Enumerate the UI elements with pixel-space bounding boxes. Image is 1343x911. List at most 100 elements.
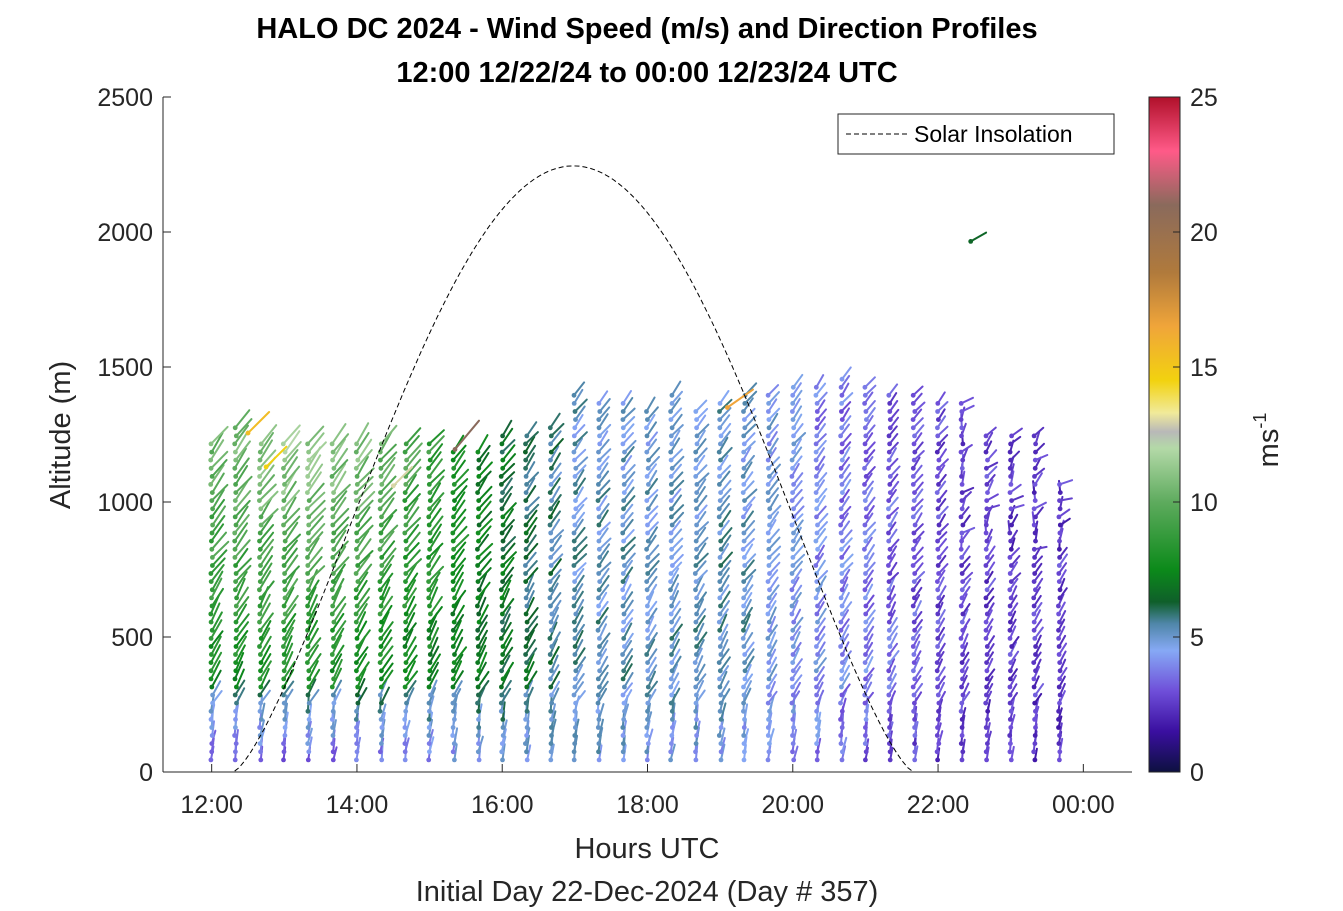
wind-vector: [645, 624, 657, 641]
wind-vector: [911, 450, 925, 463]
wind-vector: [1009, 495, 1024, 503]
wind-vector: [257, 593, 271, 617]
wind-vector: [451, 450, 466, 471]
wind-vector: [863, 641, 874, 657]
wind-vector: [814, 488, 828, 503]
wind-vector: [814, 625, 826, 641]
wind-vector: [377, 563, 392, 584]
wind-vector: [935, 626, 945, 641]
wind-vector: [959, 491, 972, 503]
wind-vector: [839, 712, 845, 730]
wind-vector: [232, 529, 248, 552]
wind-vector: [450, 660, 463, 682]
wind-vector: [766, 398, 778, 414]
wind-vector: [353, 432, 370, 455]
colorbar-ticks: 0 5 10 15 20 25: [1173, 84, 1218, 787]
wind-vector: [209, 523, 225, 544]
wind-vector: [862, 480, 874, 495]
wind-vector: [524, 652, 535, 674]
wind-vector: [596, 718, 604, 738]
wind-vector: [765, 478, 779, 495]
wind-vector: [450, 508, 467, 528]
wind-vector: [329, 423, 347, 447]
wind-vector: [864, 505, 875, 520]
wind-vector: [694, 510, 707, 528]
wind-vector: [451, 499, 466, 520]
wind-vector: [232, 679, 246, 698]
x-tick-label: 18:00: [616, 791, 679, 819]
wind-vector: [668, 567, 680, 584]
wind-vector: [257, 660, 272, 682]
wind-vector: [766, 431, 778, 447]
wind-vector: [596, 406, 611, 422]
wind-vector: [379, 554, 395, 576]
wind-vector: [789, 488, 803, 503]
wind-vector: [668, 471, 684, 487]
wind-vector: [379, 497, 395, 520]
wind-vector: [644, 421, 657, 439]
wind-vector: [765, 569, 779, 584]
wind-vector: [765, 600, 777, 617]
wind-vector: [597, 543, 611, 560]
wind-vector: [330, 524, 349, 544]
wind-vector: [767, 680, 776, 698]
wind-vector: [500, 661, 514, 682]
wind-vector: [402, 517, 422, 536]
wind-vector: [813, 463, 825, 479]
wind-vector: [306, 523, 326, 544]
wind-vector: [355, 438, 373, 463]
wind-vector: [644, 638, 656, 657]
wind-vector: [983, 431, 994, 447]
wind-vector: [1007, 683, 1018, 698]
wind-vector: [765, 384, 780, 398]
wind-vector: [548, 553, 564, 568]
wind-vector: [353, 571, 369, 593]
wind-vector: [1031, 555, 1043, 568]
wind-vector: [1057, 667, 1068, 682]
wind-vector: [717, 630, 729, 649]
wind-vector: [912, 441, 924, 455]
wind-vector: [1057, 650, 1067, 665]
wind-vector: [524, 421, 538, 439]
wind-vector: [426, 571, 441, 593]
wind-vector: [959, 674, 968, 690]
wind-vector: [741, 432, 756, 447]
wind-vector: [1057, 690, 1066, 706]
wind-vector: [717, 600, 730, 617]
wind-vector: [960, 571, 974, 584]
wind-vector: [717, 670, 728, 690]
wind-vector: [669, 511, 685, 528]
wind-vector: [572, 630, 584, 649]
wind-vector: [305, 619, 318, 641]
wind-vector: [402, 670, 419, 690]
wind-vector: [1056, 562, 1068, 576]
wind-vector: [741, 510, 754, 528]
wind-vector: [621, 471, 636, 487]
wind-vector: [1007, 547, 1020, 560]
wind-vector: [959, 586, 971, 601]
wind-vector: [403, 680, 417, 698]
wind-vector: [790, 553, 806, 568]
wind-vector: [1033, 528, 1039, 544]
wind-vector: [863, 633, 874, 649]
wind-vector: [353, 475, 374, 495]
wind-vector: [450, 619, 462, 641]
wind-vector: [571, 381, 586, 398]
wind-vector: [208, 651, 223, 674]
wind-vector: [596, 470, 610, 487]
wind-vector: [694, 521, 709, 536]
wind-vector: [840, 650, 852, 665]
wind-vector: [282, 569, 296, 593]
wind-vector: [935, 531, 948, 544]
wind-vector: [331, 688, 342, 706]
wind-vector: [766, 553, 781, 568]
wind-vector: [548, 664, 560, 682]
wind-vector: [257, 474, 275, 495]
wind-vector: [573, 456, 589, 471]
chart-subtitle: 12:00 12/22/24 to 00:00 12/23/24 UTC: [396, 57, 897, 89]
wind-vector: [209, 472, 225, 495]
x-ticks: 12:00 14:00 16:00 18:00 20:00 22:00 00:00: [180, 764, 1115, 819]
wind-vector: [1007, 618, 1017, 633]
wind-vector: [378, 621, 394, 641]
wind-vector: [741, 520, 756, 536]
